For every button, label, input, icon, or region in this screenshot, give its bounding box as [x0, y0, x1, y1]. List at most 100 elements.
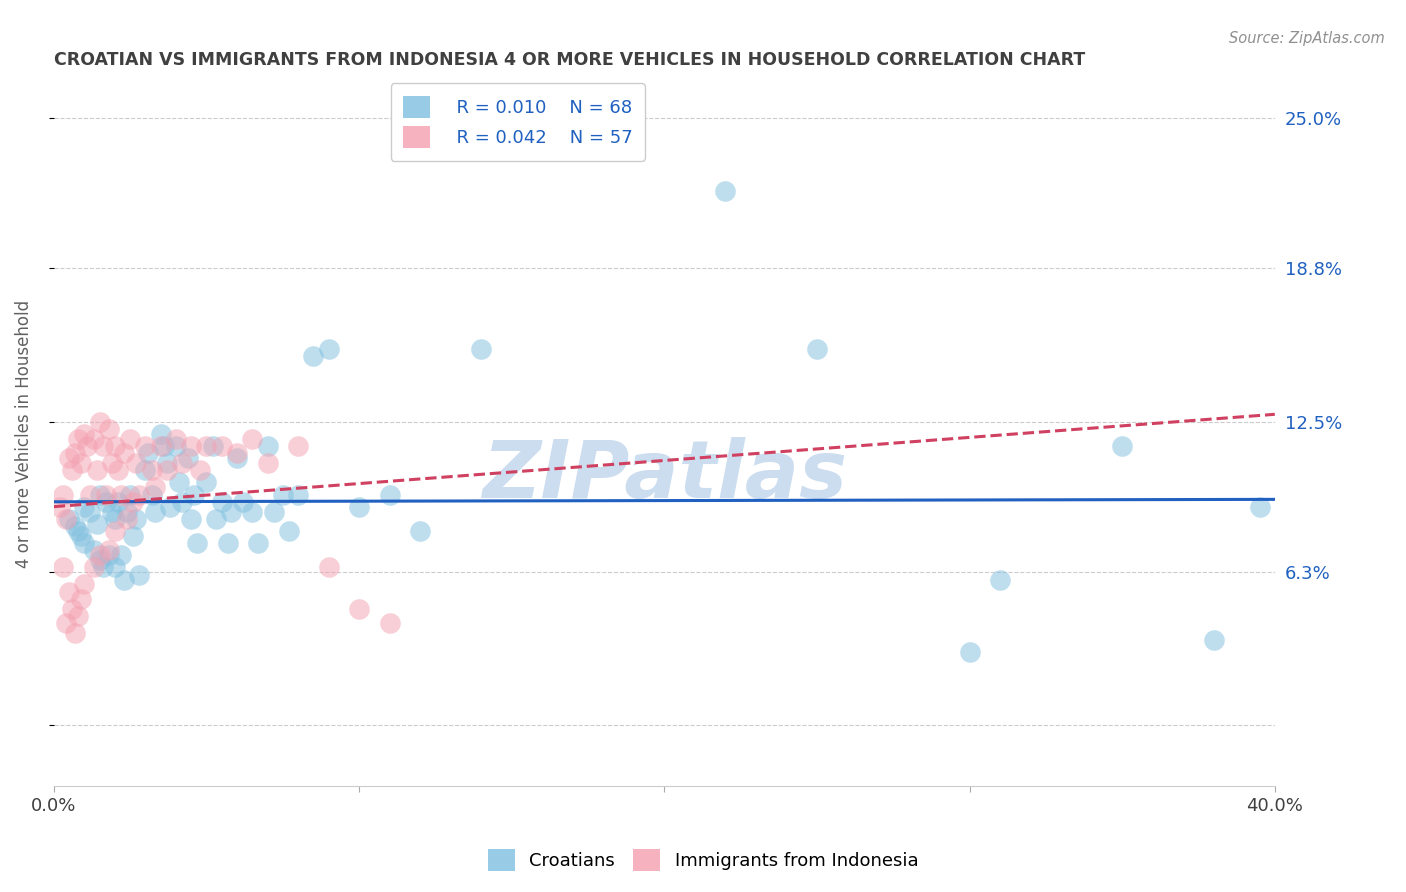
Point	[165, 432, 187, 446]
Point	[58, 451, 80, 466]
Point	[63, 519, 86, 533]
Point	[94, 487, 117, 501]
Point	[409, 524, 432, 538]
Point	[263, 504, 285, 518]
Point	[143, 504, 166, 518]
Point	[73, 500, 96, 514]
Point	[83, 543, 105, 558]
Y-axis label: 4 or more Vehicles in Household: 4 or more Vehicles in Household	[15, 300, 32, 568]
Point	[988, 573, 1011, 587]
Point	[73, 426, 96, 441]
Point	[141, 463, 163, 477]
Point	[55, 512, 77, 526]
Legend: Croatians, Immigrants from Indonesia: Croatians, Immigrants from Indonesia	[481, 842, 925, 879]
Point	[256, 456, 278, 470]
Point	[120, 432, 142, 446]
Point	[170, 456, 193, 470]
Point	[211, 495, 233, 509]
Point	[79, 504, 101, 518]
Point	[201, 439, 224, 453]
Point	[167, 475, 190, 490]
Point	[256, 439, 278, 453]
Text: ZIPatlas: ZIPatlas	[482, 437, 846, 515]
Point	[125, 456, 148, 470]
Point	[76, 439, 98, 453]
Point	[122, 495, 145, 509]
Point	[378, 487, 401, 501]
Point	[89, 415, 111, 429]
Point	[141, 487, 163, 501]
Point	[211, 439, 233, 453]
Point	[83, 560, 105, 574]
Point	[204, 512, 226, 526]
Point	[240, 432, 263, 446]
Point	[52, 487, 75, 501]
Point	[70, 529, 93, 543]
Point	[134, 439, 156, 453]
Point	[195, 475, 218, 490]
Point	[165, 439, 187, 453]
Point	[149, 426, 172, 441]
Text: Source: ZipAtlas.com: Source: ZipAtlas.com	[1229, 31, 1385, 46]
Text: CROATIAN VS IMMIGRANTS FROM INDONESIA 4 OR MORE VEHICLES IN HOUSEHOLD CORRELATIO: CROATIAN VS IMMIGRANTS FROM INDONESIA 4 …	[53, 51, 1085, 69]
Point	[170, 495, 193, 509]
Point	[180, 512, 202, 526]
Point	[1111, 439, 1133, 453]
Point	[134, 463, 156, 477]
Point	[240, 504, 263, 518]
Point	[159, 500, 181, 514]
Point	[67, 609, 90, 624]
Point	[104, 560, 127, 574]
Point	[318, 342, 340, 356]
Point	[112, 446, 135, 460]
Point	[128, 567, 150, 582]
Point	[120, 487, 142, 501]
Point	[89, 548, 111, 562]
Point	[138, 446, 160, 460]
Point	[97, 422, 120, 436]
Point	[110, 487, 132, 501]
Point	[110, 548, 132, 562]
Point	[1249, 500, 1271, 514]
Point	[226, 446, 249, 460]
Point	[226, 451, 249, 466]
Point	[104, 524, 127, 538]
Point	[347, 500, 370, 514]
Point	[115, 512, 138, 526]
Point	[180, 439, 202, 453]
Point	[86, 463, 108, 477]
Point	[247, 536, 270, 550]
Point	[73, 536, 96, 550]
Point	[115, 504, 138, 518]
Point	[378, 616, 401, 631]
Point	[1202, 633, 1225, 648]
Point	[122, 529, 145, 543]
Point	[318, 560, 340, 574]
Point	[89, 487, 111, 501]
Point	[60, 601, 83, 615]
Point	[104, 512, 127, 526]
Point	[128, 487, 150, 501]
Point	[219, 504, 242, 518]
Point	[152, 439, 174, 453]
Point	[94, 495, 117, 509]
Point	[107, 495, 129, 509]
Point	[97, 548, 120, 562]
Point	[67, 524, 90, 538]
Point	[271, 487, 294, 501]
Point	[89, 553, 111, 567]
Point	[156, 463, 179, 477]
Point	[217, 536, 239, 550]
Point	[55, 616, 77, 631]
Point	[806, 342, 828, 356]
Point	[277, 524, 299, 538]
Point	[183, 487, 205, 501]
Point	[86, 516, 108, 531]
Point	[959, 645, 981, 659]
Point	[52, 560, 75, 574]
Point	[347, 601, 370, 615]
Legend:   R = 0.010    N = 68,   R = 0.042    N = 57: R = 0.010 N = 68, R = 0.042 N = 57	[391, 83, 645, 161]
Point	[79, 487, 101, 501]
Point	[186, 536, 208, 550]
Point	[177, 451, 200, 466]
